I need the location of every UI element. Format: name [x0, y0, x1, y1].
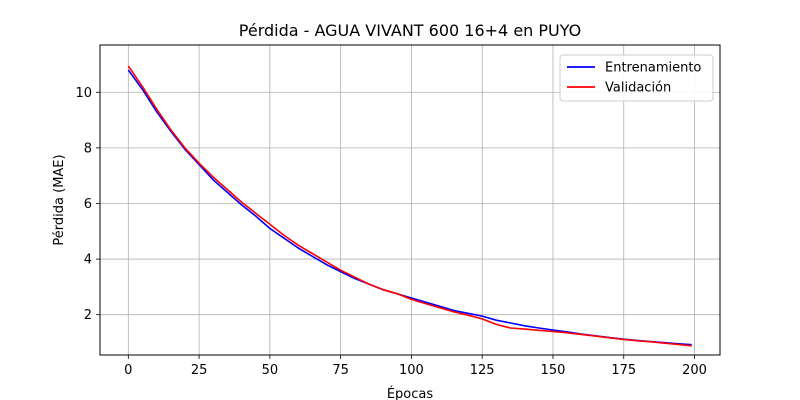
- x-axis-label: Épocas: [387, 386, 434, 400]
- x-tick-label: 75: [332, 363, 349, 378]
- x-tick-label: 25: [191, 363, 208, 378]
- y-tick-label: 2: [84, 308, 92, 323]
- legend-entry: Validación: [605, 81, 671, 96]
- x-tick-label: 175: [611, 363, 636, 378]
- series-lines: [127, 65, 692, 347]
- y-axis-label: Pérdida (MAE): [52, 154, 67, 245]
- x-tick-label: 200: [682, 363, 707, 378]
- legend-box: [559, 54, 714, 102]
- x-tick-label: 125: [470, 363, 495, 378]
- plot-frame: [99, 44, 721, 356]
- y-tick-label: 6: [84, 197, 92, 212]
- series-line-entrenamiento: [127, 69, 692, 346]
- chart-title: Pérdida - AGUA VIVANT 600 16+4 en PUYO: [239, 21, 581, 40]
- x-tick-label: 0: [124, 363, 132, 378]
- legend-entry: Entrenamiento: [605, 61, 701, 76]
- axis-ticks: 0 25 50 75 100 125 150 175 200 2 4 6 8 10: [75, 86, 706, 378]
- legend: Entrenamiento Validación: [559, 54, 714, 102]
- y-tick-label: 8: [84, 141, 92, 156]
- x-tick-label: 100: [399, 363, 424, 378]
- y-tick-label: 4: [84, 253, 92, 268]
- series-line-validacion: [127, 65, 692, 347]
- x-tick-label: 50: [262, 363, 279, 378]
- y-tick-label: 10: [75, 86, 92, 101]
- x-tick-label: 150: [541, 363, 566, 378]
